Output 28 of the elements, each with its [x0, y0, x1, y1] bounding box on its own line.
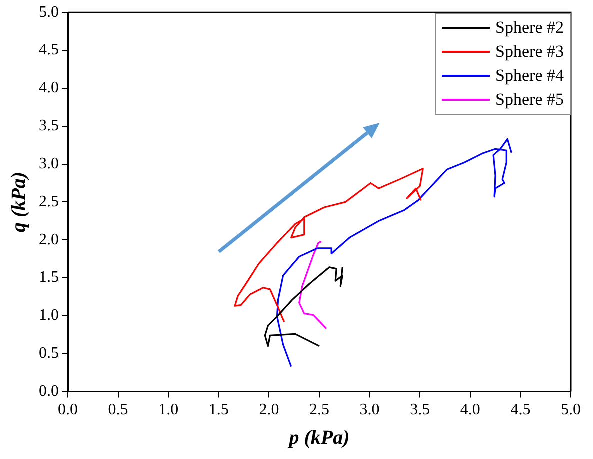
- legend-label: Sphere #4: [496, 64, 564, 87]
- y-tick-label: 3.0: [39, 155, 59, 172]
- x-tick-label: 3.0: [360, 402, 380, 419]
- x-tick-label: 2.5: [310, 402, 330, 419]
- x-tick-label: 0.5: [108, 402, 128, 419]
- x-tick-label: 1.5: [208, 402, 229, 419]
- y-tick-label: 1.5: [39, 269, 59, 286]
- y-tick-label: 4.5: [39, 42, 59, 59]
- legend-label: Sphere #5: [496, 88, 564, 111]
- y-tick-label: 2.5: [39, 193, 59, 210]
- x-tick-label: 3.5: [410, 402, 430, 419]
- legend-label: Sphere #3: [496, 40, 564, 63]
- y-tick-label: 4.0: [39, 80, 59, 97]
- x-tick-label: 0.0: [58, 402, 78, 419]
- y-tick-label: 3.5: [39, 118, 59, 135]
- y-axis-title: q (kPa): [8, 172, 30, 232]
- y-tick-label: 1.0: [39, 307, 59, 324]
- y-tick-label: 2.0: [39, 231, 59, 248]
- y-tick-label: 0.0: [39, 383, 59, 400]
- x-tick-label: 4.0: [460, 402, 480, 419]
- x-tick-label: 1.0: [158, 402, 179, 419]
- x-axis-title: p (kPa): [287, 427, 350, 450]
- y-tick-label: 0.5: [39, 345, 59, 362]
- x-tick-label: 4.5: [510, 402, 531, 419]
- legend-label: Sphere #2: [496, 16, 564, 39]
- x-tick-label: 5.0: [561, 402, 581, 419]
- y-tick-label: 5.0: [39, 4, 59, 21]
- x-tick-label: 2.0: [259, 402, 280, 419]
